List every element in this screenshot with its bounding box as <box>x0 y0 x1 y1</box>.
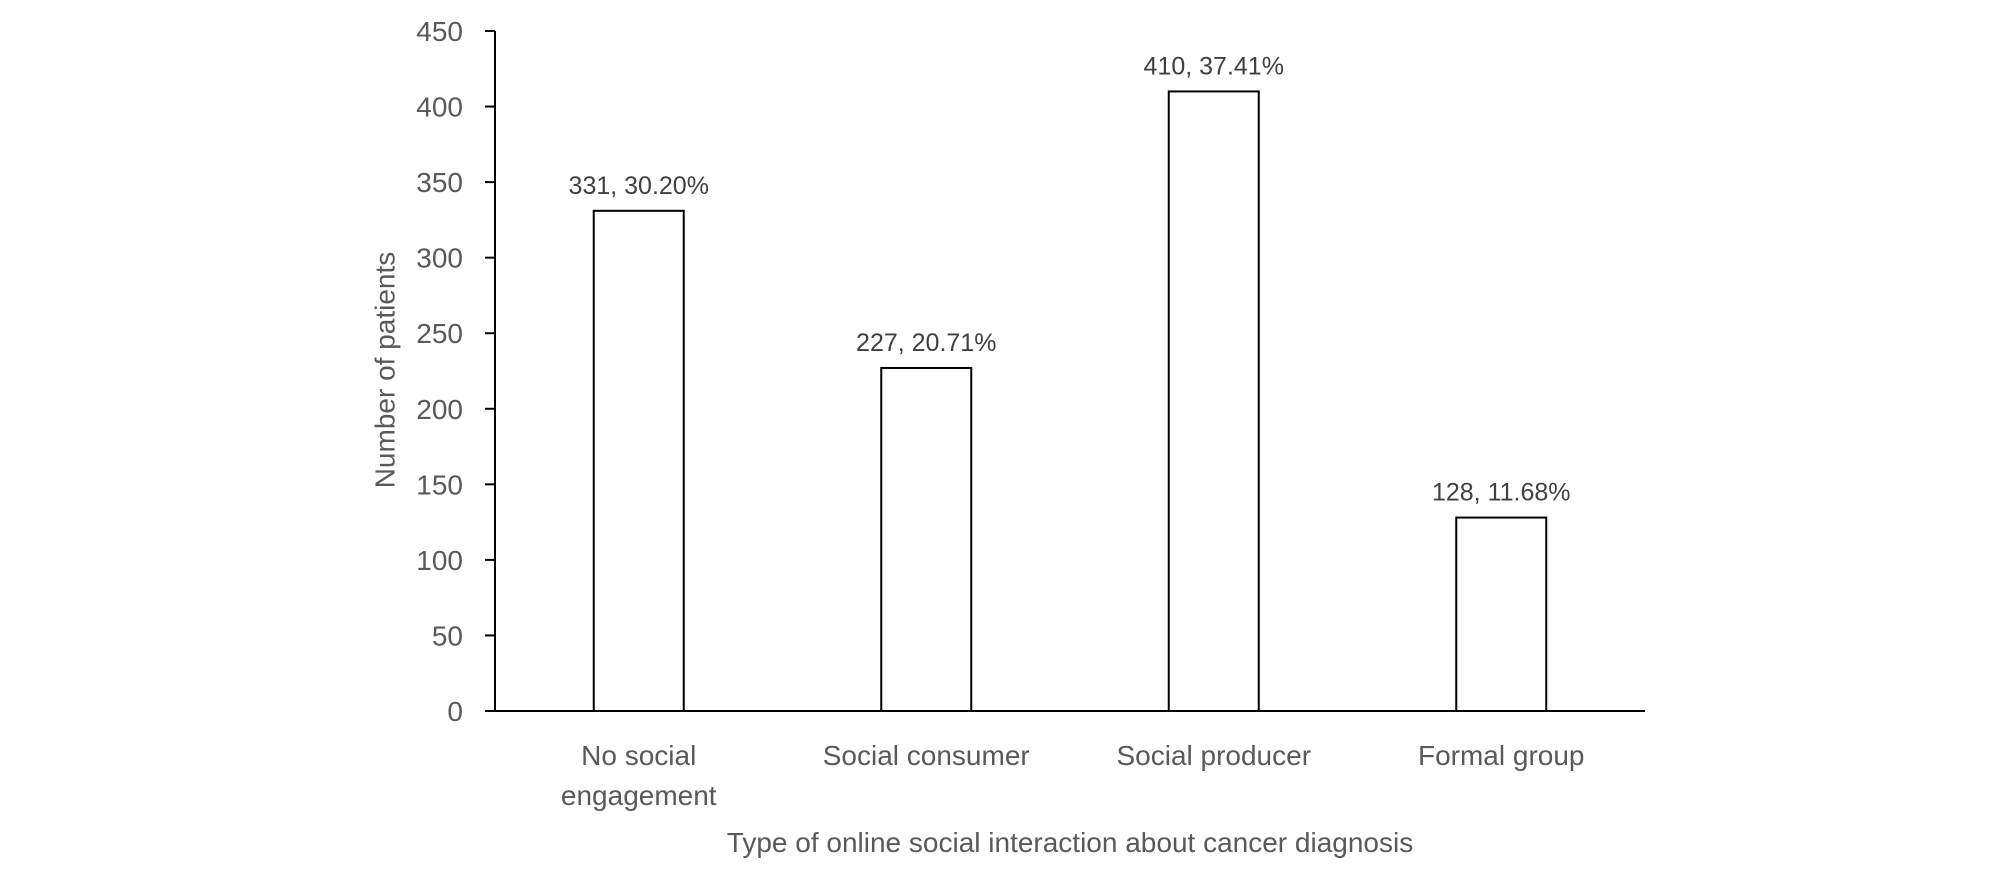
y-tick-label: 300 <box>416 243 463 274</box>
y-tick-label: 150 <box>416 469 463 500</box>
data-label-3: 410, 37.41% <box>1144 52 1284 80</box>
data-label-1: 331, 30.20% <box>569 172 709 200</box>
y-axis-title: Number of patients <box>369 252 400 489</box>
y-tick-label: 50 <box>432 620 463 651</box>
y-axis-ticks: 0 50 100 150 200 250 300 350 400 450 <box>416 16 495 727</box>
y-tick-label: 350 <box>416 167 463 198</box>
x-axis-title: Type of online social interaction about … <box>727 827 1413 858</box>
bar-1 <box>592 209 685 712</box>
bar-2 <box>880 366 973 712</box>
y-tick-label: 0 <box>447 696 463 727</box>
x-category-label: engagement <box>561 780 717 811</box>
y-tick-label: 200 <box>416 394 463 425</box>
x-axis-category-labels: No social engagement Social consumer Social… <box>561 740 1585 811</box>
bar-3 <box>1167 90 1260 712</box>
y-tick-label: 250 <box>416 318 463 349</box>
bar-4 <box>1455 516 1548 712</box>
x-category-label: No social <box>581 740 696 771</box>
y-tick-label: 400 <box>416 92 463 123</box>
y-tick-label: 100 <box>416 545 463 576</box>
data-label-2: 227, 20.71% <box>856 329 996 357</box>
y-tick-label: 450 <box>416 16 463 47</box>
data-labels-group: 331, 30.20% 227, 20.71% 410, 37.41% 128, 11… <box>569 52 1571 506</box>
x-category-label: Formal group <box>1418 740 1585 771</box>
x-category-label: Social consumer <box>823 740 1030 771</box>
data-label-4: 128, 11.68% <box>1432 479 1571 507</box>
x-category-label: Social producer <box>1116 740 1311 771</box>
bars-group <box>592 90 1548 712</box>
